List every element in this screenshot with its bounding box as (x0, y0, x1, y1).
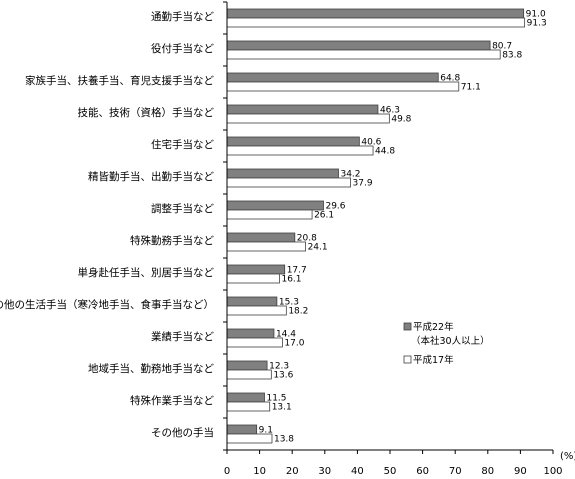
bar-h22 (226, 328, 275, 339)
category-labels: 通勤手当など役付手当など家族手当、扶養手当、育児支援手当など技能、技術（資格）手… (0, 10, 214, 439)
category-label: 役付手当など (151, 42, 214, 55)
category-label: 単身赴任手当、別居手当など (78, 266, 215, 279)
category-label: 住宅手当など (151, 138, 214, 151)
x-tick-label: 30 (318, 466, 331, 477)
bar-h17 (226, 113, 390, 124)
legend-label-h22: 平成22年 (413, 321, 454, 333)
bar-h22 (226, 296, 278, 307)
bar-h22 (226, 136, 360, 147)
value-label-h22: 91.0 (526, 10, 546, 20)
value-label-h22: 11.5 (266, 394, 286, 404)
value-label-h17: 71.1 (461, 83, 481, 93)
value-label-h17: 13.8 (274, 435, 294, 445)
bar-h17 (226, 401, 271, 412)
bar-h22 (226, 104, 379, 115)
category-label: 業績手当など (151, 330, 214, 343)
bars (226, 8, 526, 444)
category-label: 地域手当、勤務地手当など (88, 362, 214, 375)
x-tick-label: 20 (286, 466, 299, 477)
x-tick-label: 60 (416, 466, 429, 477)
bar-h17 (226, 177, 351, 188)
value-label-h22: 12.3 (269, 362, 289, 372)
value-label-h17: 44.8 (375, 147, 395, 157)
legend-label-h22-sub: （本社30人以上） (411, 335, 490, 347)
bar-h17 (226, 241, 306, 252)
value-label-h22: 80.7 (492, 42, 512, 52)
bar-h22 (226, 424, 258, 435)
bar-h17 (226, 273, 280, 284)
x-tick-label: 0 (224, 466, 230, 477)
bar-h17 (226, 369, 272, 380)
bar-h22 (226, 168, 339, 179)
category-label: 精皆勤手当、出勤手当など (88, 170, 214, 183)
value-label-h17: 83.8 (502, 51, 522, 61)
category-label: 技能、技術（資格）手当など (78, 106, 215, 119)
bar-h17 (226, 49, 501, 60)
category-label: その他の手当 (151, 426, 214, 439)
value-label-h22: 40.6 (361, 138, 381, 148)
x-tick-label: 70 (449, 466, 462, 477)
legend: 平成22年 （本社30人以上） 平成17年 (403, 321, 490, 366)
x-tick-label: 40 (351, 466, 364, 477)
bar-h22 (226, 200, 324, 211)
bar-h22 (226, 72, 439, 83)
bar-h17 (226, 209, 313, 220)
category-label: 特殊作業手当など (130, 394, 214, 407)
legend-swatch-h22 (403, 322, 412, 331)
value-label-h22: 46.3 (380, 106, 400, 116)
value-label-h17: 13.1 (272, 403, 292, 413)
value-label-h22: 20.8 (297, 234, 317, 244)
bar-h22 (226, 232, 296, 243)
bar-h22 (226, 392, 265, 403)
x-tick-label: 100 (543, 466, 562, 477)
bar-h22 (226, 264, 286, 275)
value-label-h22: 17.7 (287, 266, 307, 276)
value-label-h17: 24.1 (308, 243, 328, 253)
bar-h17 (226, 305, 287, 316)
value-label-h17: 17.0 (284, 339, 304, 349)
value-label-h17: 49.8 (391, 115, 411, 125)
value-label-h22: 9.1 (259, 426, 273, 436)
category-label: 特殊勤務手当など (130, 234, 214, 247)
bar-h22 (226, 40, 491, 51)
x-tick-label: 90 (514, 466, 527, 477)
legend-swatch-h17 (403, 355, 412, 364)
x-tick-label: 50 (384, 466, 397, 477)
value-label-h17: 13.6 (273, 371, 293, 381)
value-label-h22: 34.2 (340, 170, 360, 180)
value-label-h17: 18.2 (288, 307, 308, 317)
bar-h22 (226, 360, 268, 371)
category-label: その他の生活手当（寒冷地手当、食事手当など） (0, 298, 214, 311)
value-label-h17: 37.9 (353, 179, 373, 189)
value-label-h22: 14.4 (276, 330, 296, 340)
x-axis: 0 10 20 30 40 50 60 70 80 90 100 (223, 1, 563, 477)
value-label-h22: 29.6 (325, 202, 345, 212)
value-label-h17: 26.1 (314, 211, 334, 221)
bar-h17 (226, 337, 283, 348)
value-label-h22: 64.8 (440, 74, 460, 84)
x-axis-unit: (%) (560, 451, 575, 462)
value-labels: 91.091.3 80.783.8 64.871.1 46.349.8 40.644.8… (259, 10, 547, 445)
value-label-h17: 91.3 (527, 19, 547, 29)
bar-h17 (226, 81, 460, 92)
x-tick-label: 80 (481, 466, 494, 477)
value-label-h17: 16.1 (281, 275, 301, 285)
value-label-h22: 15.3 (279, 298, 299, 308)
category-label: 家族手当、扶養手当、育児支援手当など (25, 74, 214, 87)
bar-h17 (226, 145, 374, 156)
x-tick-label: 10 (253, 466, 266, 477)
bar-h22 (226, 8, 525, 19)
category-label: 調整手当など (151, 202, 214, 215)
bar-h17 (226, 17, 526, 28)
legend-label-h17: 平成17年 (413, 354, 454, 366)
category-label: 通勤手当など (151, 10, 214, 23)
